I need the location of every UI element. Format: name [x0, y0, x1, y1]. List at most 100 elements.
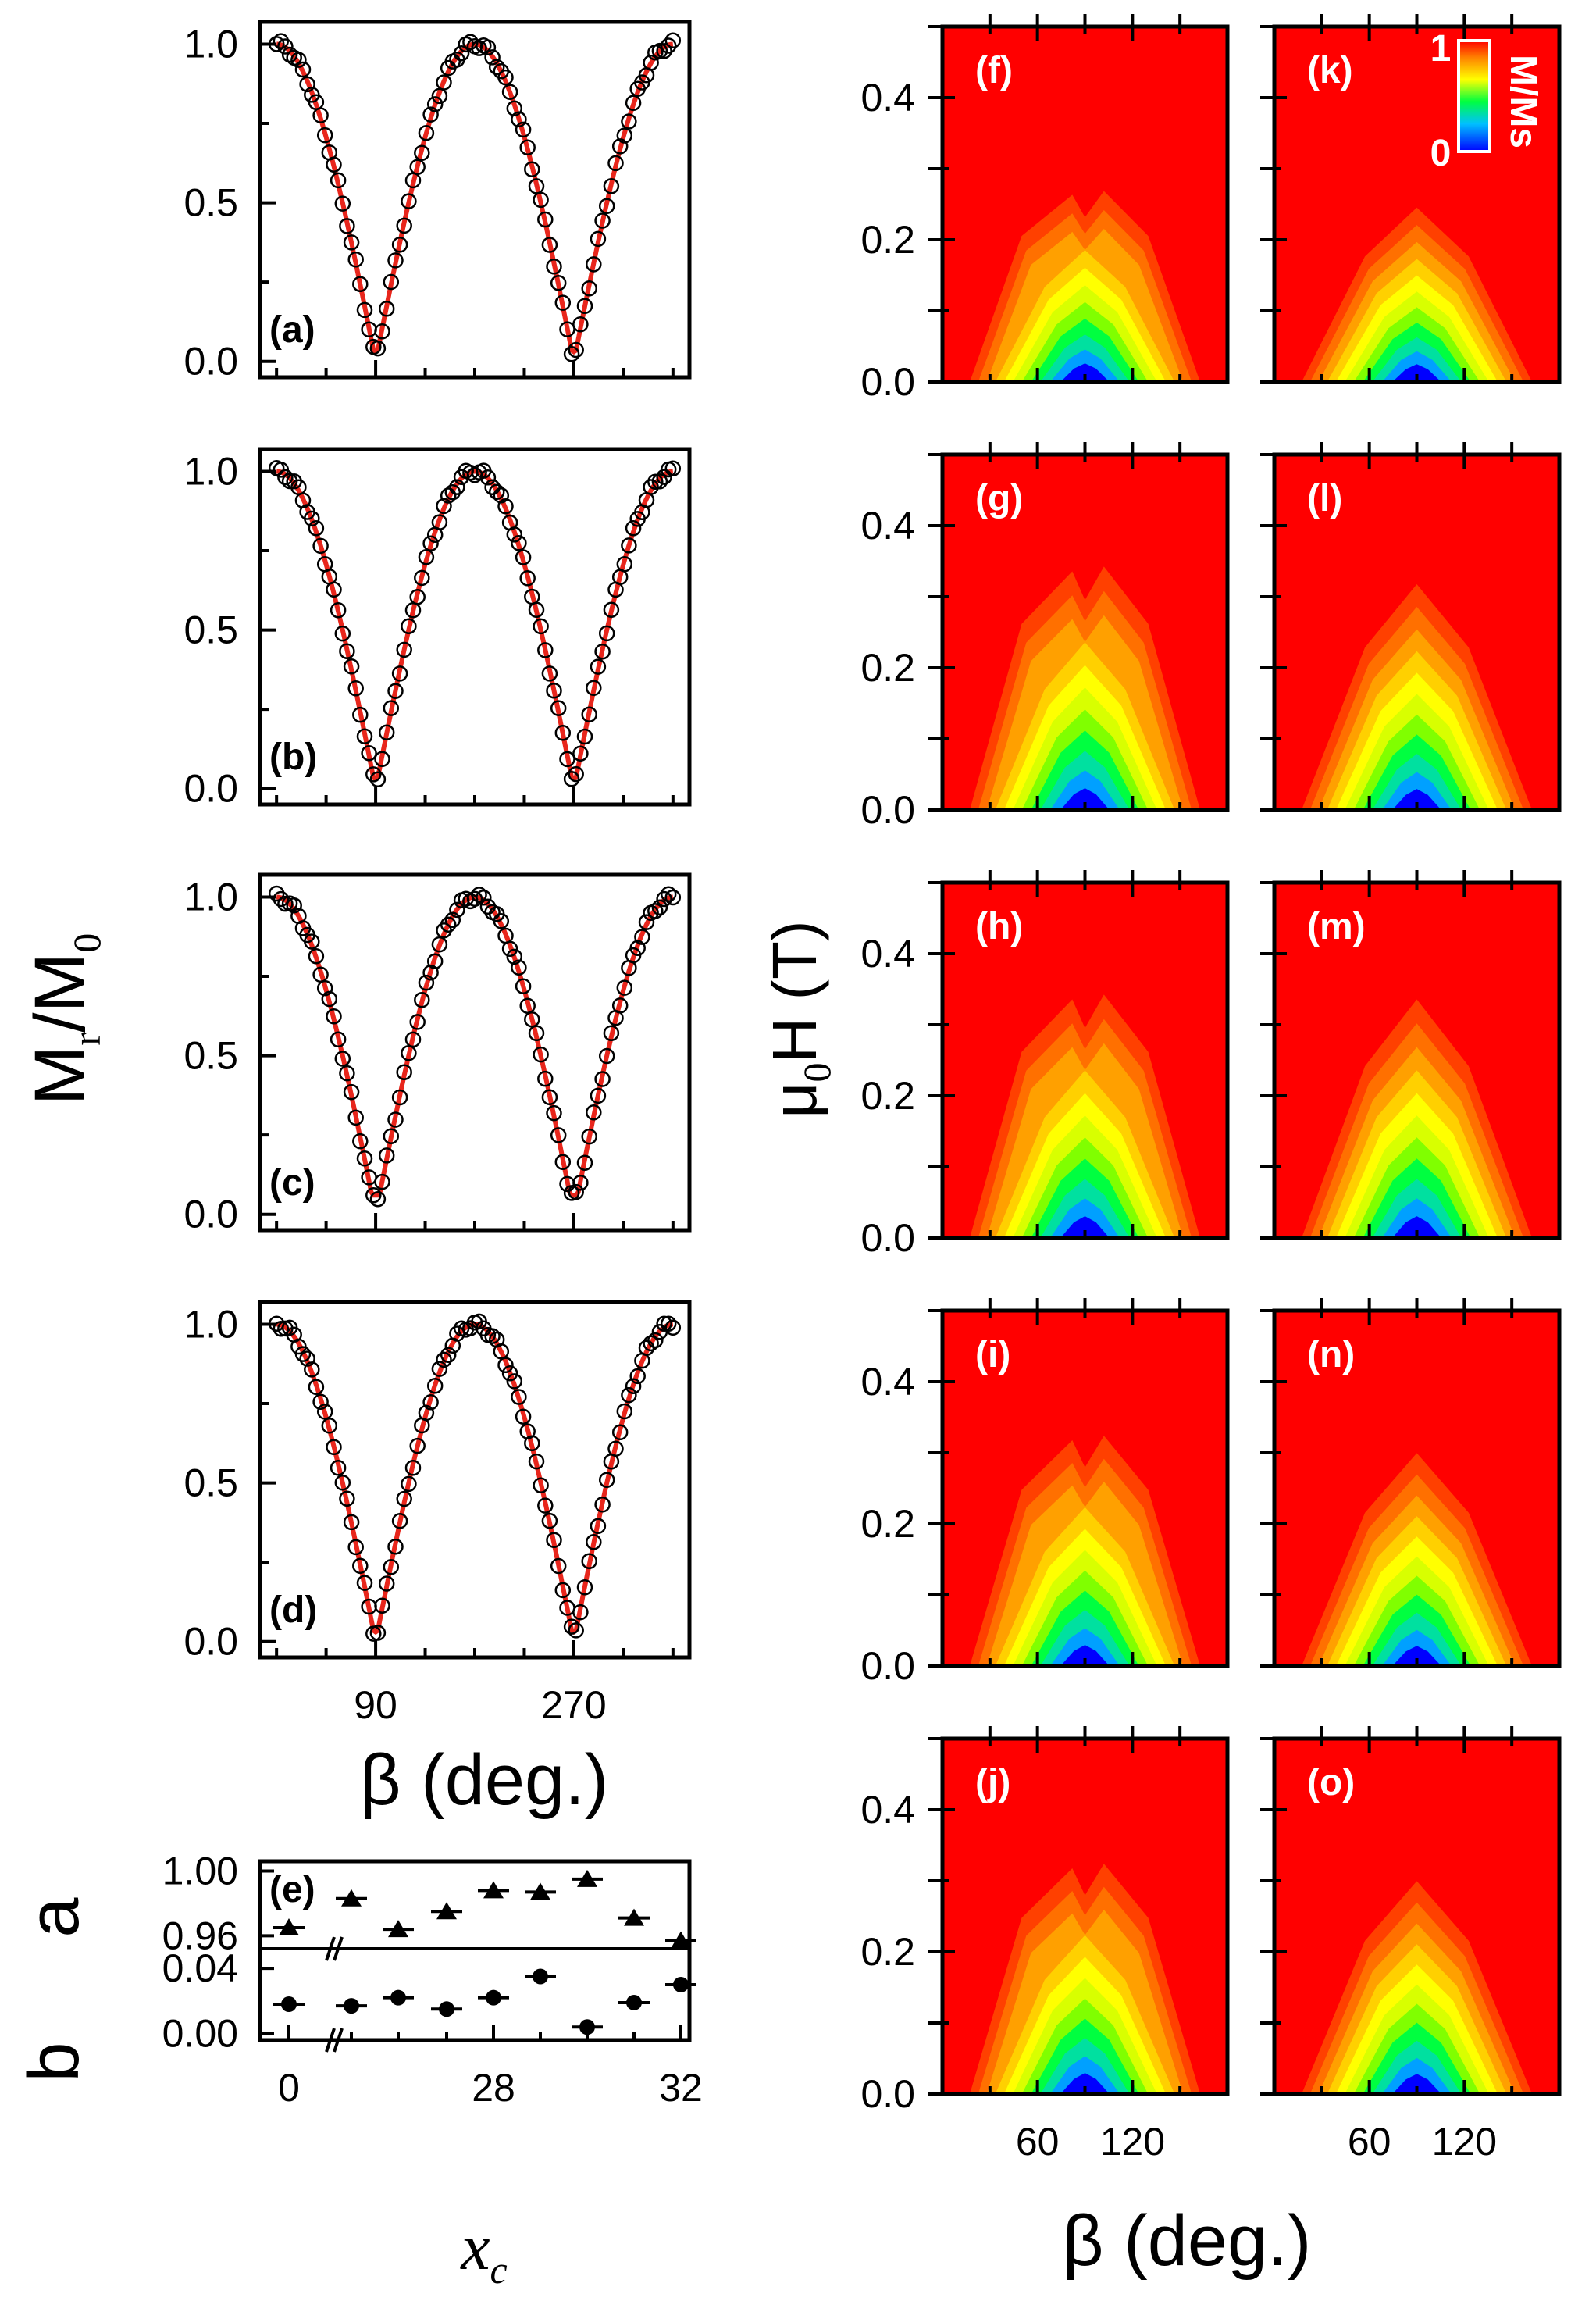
data-point [330, 1031, 347, 1048]
data-point [634, 929, 650, 945]
data-point [404, 1031, 422, 1048]
data-point [374, 323, 390, 340]
data-point [638, 914, 655, 930]
contour-band [1392, 1646, 1441, 1666]
fit-line [276, 469, 674, 783]
data-point [387, 252, 404, 269]
panel-label: (m) [1307, 906, 1366, 947]
y-tick-label: 0.2 [860, 1930, 915, 1974]
data-point [343, 234, 360, 251]
data-point [383, 1128, 400, 1144]
data-point [294, 1346, 312, 1362]
axis-break [333, 1936, 344, 1961]
data-point [664, 889, 682, 906]
param-a-axis-label: a [14, 1897, 94, 1938]
data-point [493, 913, 510, 929]
data-point [277, 38, 294, 55]
data-point [497, 69, 514, 86]
fit-line [276, 41, 674, 355]
x-tick-label: 32 [659, 2066, 703, 2110]
contour-band [1060, 1645, 1110, 1666]
data-point [449, 1325, 465, 1342]
data-point [576, 1154, 593, 1171]
data-point [590, 1087, 607, 1104]
y-tick-label: 0.2 [860, 1074, 915, 1118]
data-point [664, 32, 682, 49]
data-point [414, 991, 430, 1008]
y-tick-label: 0.5 [183, 1461, 238, 1505]
data-point [476, 890, 492, 906]
data-point [383, 273, 400, 291]
data-point [537, 211, 554, 228]
x-tick-label: 120 [1432, 2120, 1497, 2164]
data-point [643, 479, 659, 495]
data-point [546, 1104, 562, 1122]
data-point [616, 556, 633, 573]
data-point [414, 144, 430, 161]
x-tick-label: 90 [354, 1683, 397, 1727]
data-point [422, 535, 439, 551]
data-point [418, 1404, 435, 1422]
data-point [647, 903, 664, 919]
y-tick-label: 0.5 [183, 1034, 238, 1078]
data-point [511, 959, 527, 976]
y-tick-label: 1.0 [183, 449, 238, 493]
param-b-marker [281, 1996, 297, 2013]
axes-frame [258, 1859, 692, 2042]
data-point [537, 1070, 554, 1087]
y-tick-label: 0.0 [860, 2072, 915, 2116]
panel-g: 0.0 0.2 0.4 (g) [860, 442, 1230, 832]
data-point [479, 469, 497, 486]
data-point [497, 1357, 514, 1374]
data-point [533, 1477, 549, 1493]
panel-label: (e) [269, 1869, 315, 1910]
data-point [347, 1109, 364, 1126]
param-b-marker [486, 1989, 501, 2006]
data-point [576, 298, 593, 315]
data-point [321, 990, 338, 1008]
data-point [621, 537, 637, 554]
data-point [546, 1532, 562, 1548]
data-point [449, 901, 465, 919]
data-point [568, 765, 584, 783]
y-tick-label: 1.00 [162, 1849, 238, 1893]
data-point [304, 510, 320, 527]
data-point [541, 1512, 558, 1529]
data-point [598, 198, 615, 215]
xc-axis-label: xc [459, 2211, 508, 2292]
data-point [647, 473, 664, 490]
panel-label: (o) [1307, 1762, 1355, 1803]
data-point [594, 212, 611, 229]
data-point [409, 159, 426, 175]
data-point [528, 1453, 545, 1470]
y-tick-label: 0.0 [860, 360, 915, 404]
data-point [493, 487, 510, 504]
data-point [590, 1518, 607, 1535]
data-point [334, 1474, 351, 1491]
panel-f: 0.0 0.2 0.4 (f) [860, 14, 1230, 404]
data-point [572, 745, 589, 762]
data-point [426, 953, 444, 969]
param-b-marker [344, 1998, 359, 2014]
data-point [524, 1011, 540, 1028]
data-point [603, 601, 620, 618]
axes-frame [258, 20, 692, 380]
data-point [401, 1475, 417, 1493]
panel-k: (k) [1260, 14, 1562, 384]
data-point [616, 1403, 633, 1420]
data-point [391, 1513, 408, 1529]
data-point [308, 947, 325, 965]
y-tick-label: 0.2 [860, 646, 915, 690]
data-point [339, 1065, 355, 1082]
data-point [616, 979, 633, 996]
data-point [330, 172, 347, 189]
data-point [563, 1618, 580, 1635]
param-b-marker [439, 2001, 454, 2017]
data-point [537, 1497, 554, 1514]
data-point [598, 1472, 615, 1488]
axes-frame [258, 1300, 692, 1660]
data-point [616, 127, 633, 144]
x-tick-label: 0 [278, 2066, 300, 2110]
x-tick-label: 60 [1348, 2120, 1391, 2164]
